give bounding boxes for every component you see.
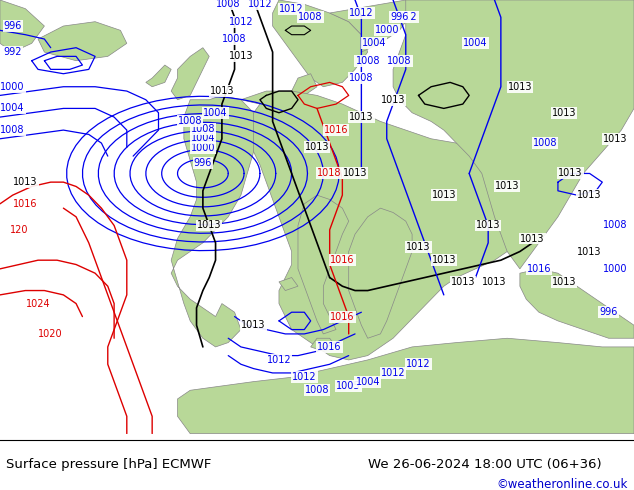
Text: 1020: 1020 bbox=[39, 329, 63, 339]
Text: 1005: 1005 bbox=[337, 381, 361, 391]
Text: 1016: 1016 bbox=[330, 255, 354, 265]
Text: 1008: 1008 bbox=[178, 116, 202, 125]
Text: 1008: 1008 bbox=[305, 385, 329, 395]
Text: 1013: 1013 bbox=[578, 190, 602, 200]
Text: 1013: 1013 bbox=[229, 51, 253, 61]
Polygon shape bbox=[0, 0, 44, 52]
Text: 1000: 1000 bbox=[1, 82, 25, 92]
Text: 1016: 1016 bbox=[13, 199, 37, 209]
Text: 1000: 1000 bbox=[603, 264, 627, 274]
Text: 996: 996 bbox=[4, 21, 22, 31]
Text: 1013: 1013 bbox=[552, 108, 576, 118]
Text: 1012: 1012 bbox=[349, 8, 373, 18]
Text: 1013: 1013 bbox=[381, 95, 405, 105]
Polygon shape bbox=[171, 48, 209, 100]
Text: 1008: 1008 bbox=[387, 56, 411, 66]
Polygon shape bbox=[273, 0, 368, 87]
Text: 1016: 1016 bbox=[527, 264, 551, 274]
Text: We 26-06-2024 18:00 UTC (06+36): We 26-06-2024 18:00 UTC (06+36) bbox=[368, 458, 601, 471]
Text: 1016: 1016 bbox=[318, 342, 342, 352]
Text: 1013: 1013 bbox=[521, 234, 545, 244]
Polygon shape bbox=[298, 195, 349, 334]
Text: 1013: 1013 bbox=[495, 181, 519, 192]
Polygon shape bbox=[38, 22, 127, 61]
Text: 1012: 1012 bbox=[229, 17, 253, 26]
Text: 1013: 1013 bbox=[343, 169, 367, 178]
Text: 1013: 1013 bbox=[210, 86, 234, 96]
Polygon shape bbox=[292, 74, 317, 96]
Text: 996: 996 bbox=[600, 307, 618, 317]
Text: 1013: 1013 bbox=[603, 134, 627, 144]
Text: 1012: 1012 bbox=[280, 3, 304, 14]
Text: 1013: 1013 bbox=[432, 255, 456, 265]
Text: 1013: 1013 bbox=[197, 220, 221, 230]
Text: 1013: 1013 bbox=[242, 320, 266, 330]
Text: 1013: 1013 bbox=[13, 177, 37, 187]
Text: 1013: 1013 bbox=[559, 169, 583, 178]
Text: 1004: 1004 bbox=[1, 103, 25, 113]
Text: 1004: 1004 bbox=[191, 133, 215, 143]
Text: 992: 992 bbox=[3, 47, 22, 57]
Text: 1008: 1008 bbox=[216, 0, 240, 9]
Text: 1008: 1008 bbox=[191, 124, 215, 134]
Text: 1013: 1013 bbox=[578, 246, 602, 257]
Text: 1012: 1012 bbox=[394, 12, 418, 23]
Text: 1012: 1012 bbox=[267, 355, 291, 365]
Text: 1013: 1013 bbox=[349, 112, 373, 122]
Text: 120: 120 bbox=[10, 225, 29, 235]
Text: Surface pressure [hPa] ECMWF: Surface pressure [hPa] ECMWF bbox=[6, 458, 212, 471]
Polygon shape bbox=[171, 96, 260, 347]
Text: 1012: 1012 bbox=[248, 0, 272, 9]
Text: 1004: 1004 bbox=[204, 108, 228, 118]
Text: 1013: 1013 bbox=[305, 143, 329, 152]
Text: 1000: 1000 bbox=[191, 143, 215, 153]
Polygon shape bbox=[349, 208, 412, 338]
Text: 1008: 1008 bbox=[299, 12, 323, 23]
Text: 996: 996 bbox=[391, 12, 408, 23]
Text: 1004: 1004 bbox=[463, 38, 488, 49]
Text: 1013: 1013 bbox=[476, 220, 500, 230]
Text: 1013: 1013 bbox=[552, 277, 576, 287]
Text: 1008: 1008 bbox=[1, 125, 25, 135]
Text: 1013: 1013 bbox=[508, 82, 532, 92]
Text: 1008: 1008 bbox=[356, 56, 380, 66]
Text: 1013: 1013 bbox=[482, 277, 507, 287]
Polygon shape bbox=[146, 65, 171, 87]
Polygon shape bbox=[311, 338, 336, 351]
Text: 1004: 1004 bbox=[362, 38, 386, 49]
Text: 1013: 1013 bbox=[432, 190, 456, 200]
Text: 1012: 1012 bbox=[292, 372, 316, 382]
Text: 1008: 1008 bbox=[349, 73, 373, 83]
Polygon shape bbox=[520, 269, 634, 338]
Text: ©weatheronline.co.uk: ©weatheronline.co.uk bbox=[496, 478, 628, 490]
Polygon shape bbox=[393, 0, 634, 269]
Text: 1013: 1013 bbox=[406, 242, 430, 252]
Text: 1004: 1004 bbox=[356, 377, 380, 387]
Text: 1016: 1016 bbox=[330, 312, 354, 321]
Text: 1018: 1018 bbox=[318, 169, 342, 178]
Text: 1013: 1013 bbox=[451, 277, 475, 287]
Text: 1012: 1012 bbox=[406, 359, 430, 369]
Text: 1008: 1008 bbox=[533, 138, 557, 148]
Polygon shape bbox=[330, 0, 412, 52]
Text: 1024: 1024 bbox=[26, 298, 50, 309]
Text: 996: 996 bbox=[194, 158, 212, 168]
Text: 1012: 1012 bbox=[381, 368, 405, 378]
Polygon shape bbox=[178, 338, 634, 434]
Text: 1008: 1008 bbox=[603, 220, 627, 230]
Text: 1000: 1000 bbox=[375, 25, 399, 35]
Text: 1008: 1008 bbox=[223, 34, 247, 44]
Polygon shape bbox=[279, 277, 298, 291]
Text: 1016: 1016 bbox=[324, 125, 348, 135]
Polygon shape bbox=[241, 91, 526, 360]
